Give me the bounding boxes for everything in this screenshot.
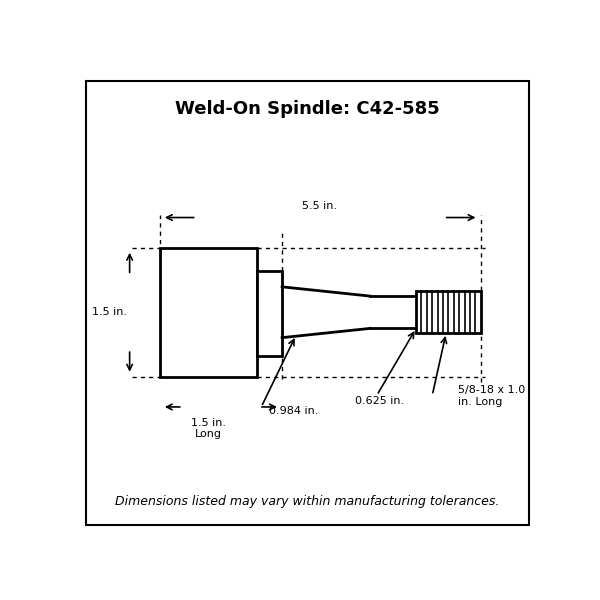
Text: Weld-On Spindle: C42-585: Weld-On Spindle: C42-585 (175, 100, 440, 118)
Text: 0.625 in.: 0.625 in. (355, 395, 404, 406)
Text: 5.5 in.: 5.5 in. (302, 200, 337, 211)
Text: 5/8-18 x 1.0
in. Long: 5/8-18 x 1.0 in. Long (458, 385, 525, 407)
Text: 1.5 in.: 1.5 in. (92, 307, 127, 317)
Bar (257, 271, 282, 356)
Bar (416, 292, 481, 333)
Text: Dimensions listed may vary within manufacturing tolerances.: Dimensions listed may vary within manufa… (115, 495, 500, 508)
Text: 0.984 in.: 0.984 in. (269, 406, 319, 416)
Bar (160, 248, 257, 377)
Text: 1.5 in.
Long: 1.5 in. Long (191, 418, 226, 439)
